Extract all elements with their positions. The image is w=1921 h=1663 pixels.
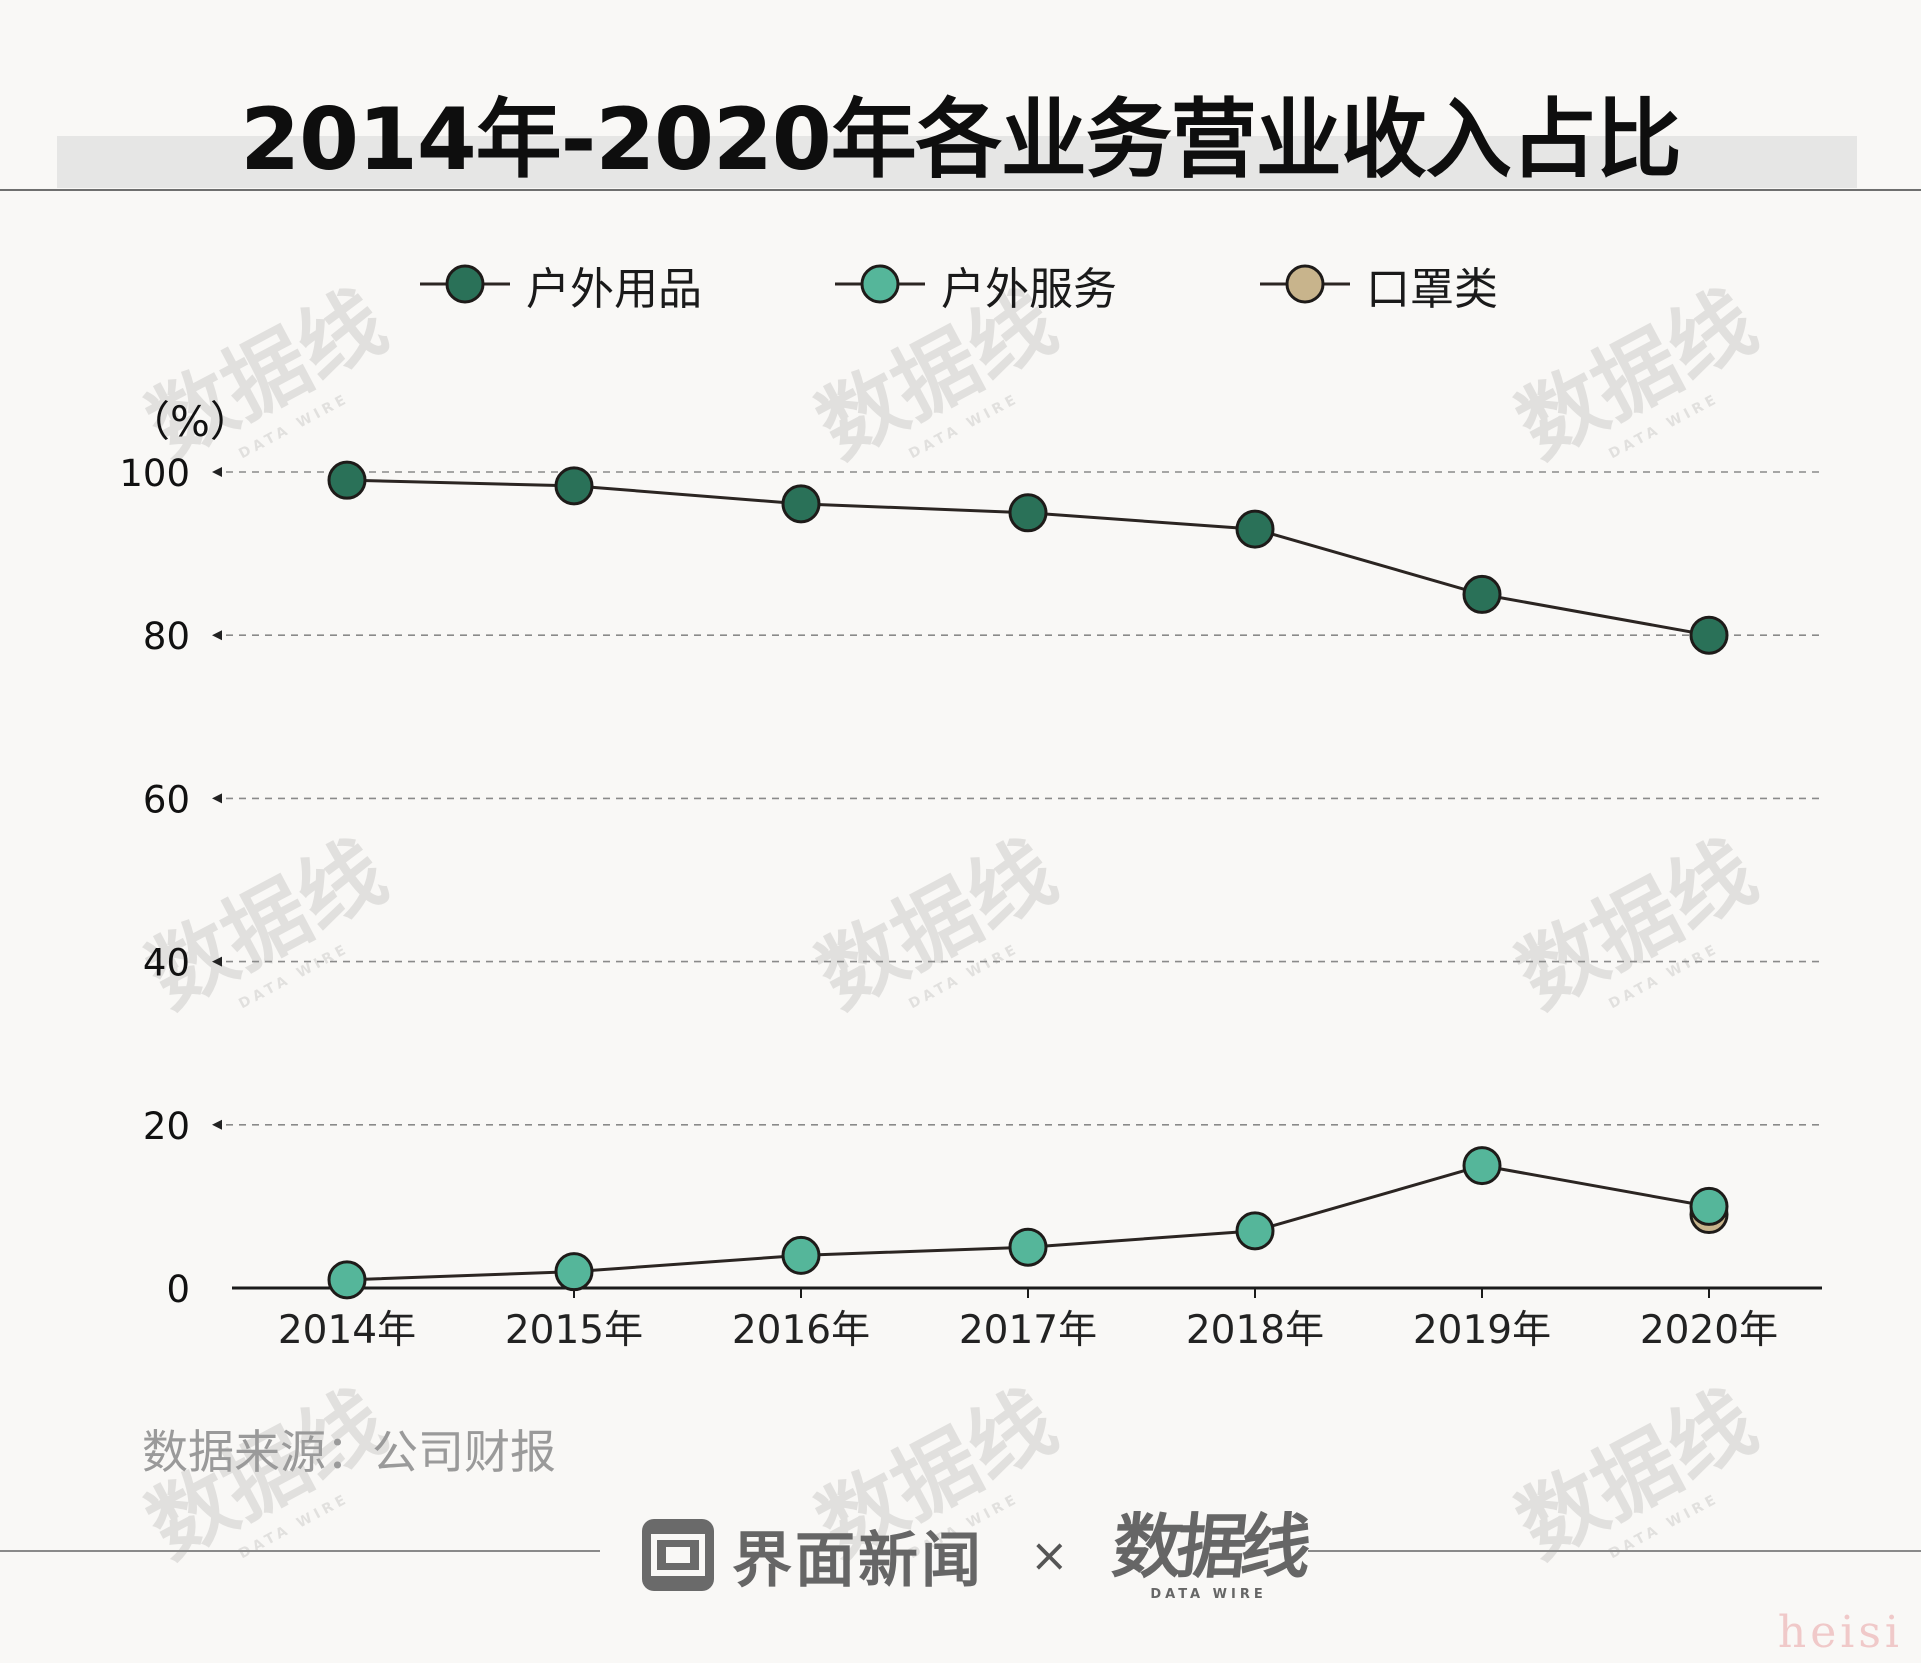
chart-title: 2014年-2020年各业务营业收入占比	[240, 90, 1681, 190]
data-point	[781, 484, 821, 524]
legend-marker-masks	[1260, 264, 1350, 304]
collab-cross: ×	[1030, 1528, 1069, 1582]
tick-arrow	[212, 793, 222, 804]
footer-branding: 界面新闻 × 数据线 DATA WIRE	[640, 1500, 1309, 1610]
data-point	[1689, 1186, 1729, 1226]
x-tick-label: 2015年	[505, 1308, 643, 1353]
legend-label-masks: 口罩类	[1366, 264, 1498, 315]
legend-label-outdoor-services: 户外服务	[941, 264, 1117, 315]
data-point	[327, 460, 367, 500]
x-tick-label: 2017年	[959, 1308, 1097, 1353]
data-point	[327, 1260, 367, 1300]
signature: heisi	[1777, 1607, 1903, 1658]
datawire-logo-subtext: DATA WIRE	[1150, 1586, 1267, 1602]
legend-marker-outdoor-services	[835, 264, 925, 304]
legend-item-outdoor-products: 户外用品	[420, 250, 702, 320]
tick-arrow	[212, 1119, 222, 1130]
y-tick-label: 100	[119, 452, 190, 495]
data-point	[1008, 1227, 1048, 1267]
title-rule	[0, 189, 1921, 191]
data-point	[781, 1235, 821, 1275]
data-point	[1235, 1211, 1275, 1251]
tick-arrow	[212, 630, 222, 641]
title-band	[57, 136, 1857, 188]
y-tick-label: 60	[143, 778, 190, 821]
data-point	[1235, 509, 1275, 549]
x-tick-label: 2018年	[1186, 1308, 1324, 1353]
data-point	[1462, 574, 1502, 614]
data-point	[1689, 615, 1729, 655]
x-tick-label: 2014年	[278, 1308, 416, 1353]
x-tick-label: 2019年	[1413, 1308, 1551, 1353]
jiemian-logo-icon	[642, 1519, 714, 1591]
legend: 户外用品 户外服务 口罩类	[0, 250, 1921, 320]
data-point	[1008, 493, 1048, 533]
datawire-logo-text: 数据线	[1108, 1505, 1309, 1588]
footer-rule-right	[1308, 1550, 1921, 1552]
y-tick-label: 80	[143, 615, 190, 658]
datawire-logo: 数据线 DATA WIRE	[1108, 1506, 1309, 1602]
legend-label-outdoor-products: 户外用品	[526, 264, 702, 315]
x-tick-label: 2016年	[732, 1308, 870, 1353]
tick-arrow	[212, 467, 222, 477]
legend-item-masks: 口罩类	[1260, 250, 1498, 320]
tick-arrow	[212, 956, 222, 967]
data-point	[554, 1252, 594, 1292]
jiemian-brand-name: 界面新闻	[732, 1525, 984, 1596]
y-tick-label: 40	[143, 942, 190, 985]
y-axis-unit-label: （%）	[128, 397, 252, 446]
legend-item-outdoor-services: 户外服务	[835, 250, 1117, 320]
legend-marker-outdoor-products	[420, 264, 510, 304]
data-point	[554, 466, 594, 506]
x-tick-label: 2020年	[1640, 1308, 1778, 1353]
footer-rule-left	[0, 1550, 600, 1552]
y-tick-label: 20	[143, 1105, 190, 1148]
source-note: 数据来源：公司财报	[142, 1425, 556, 1479]
data-point	[1462, 1146, 1502, 1186]
y-tick-label: 0	[166, 1268, 190, 1311]
